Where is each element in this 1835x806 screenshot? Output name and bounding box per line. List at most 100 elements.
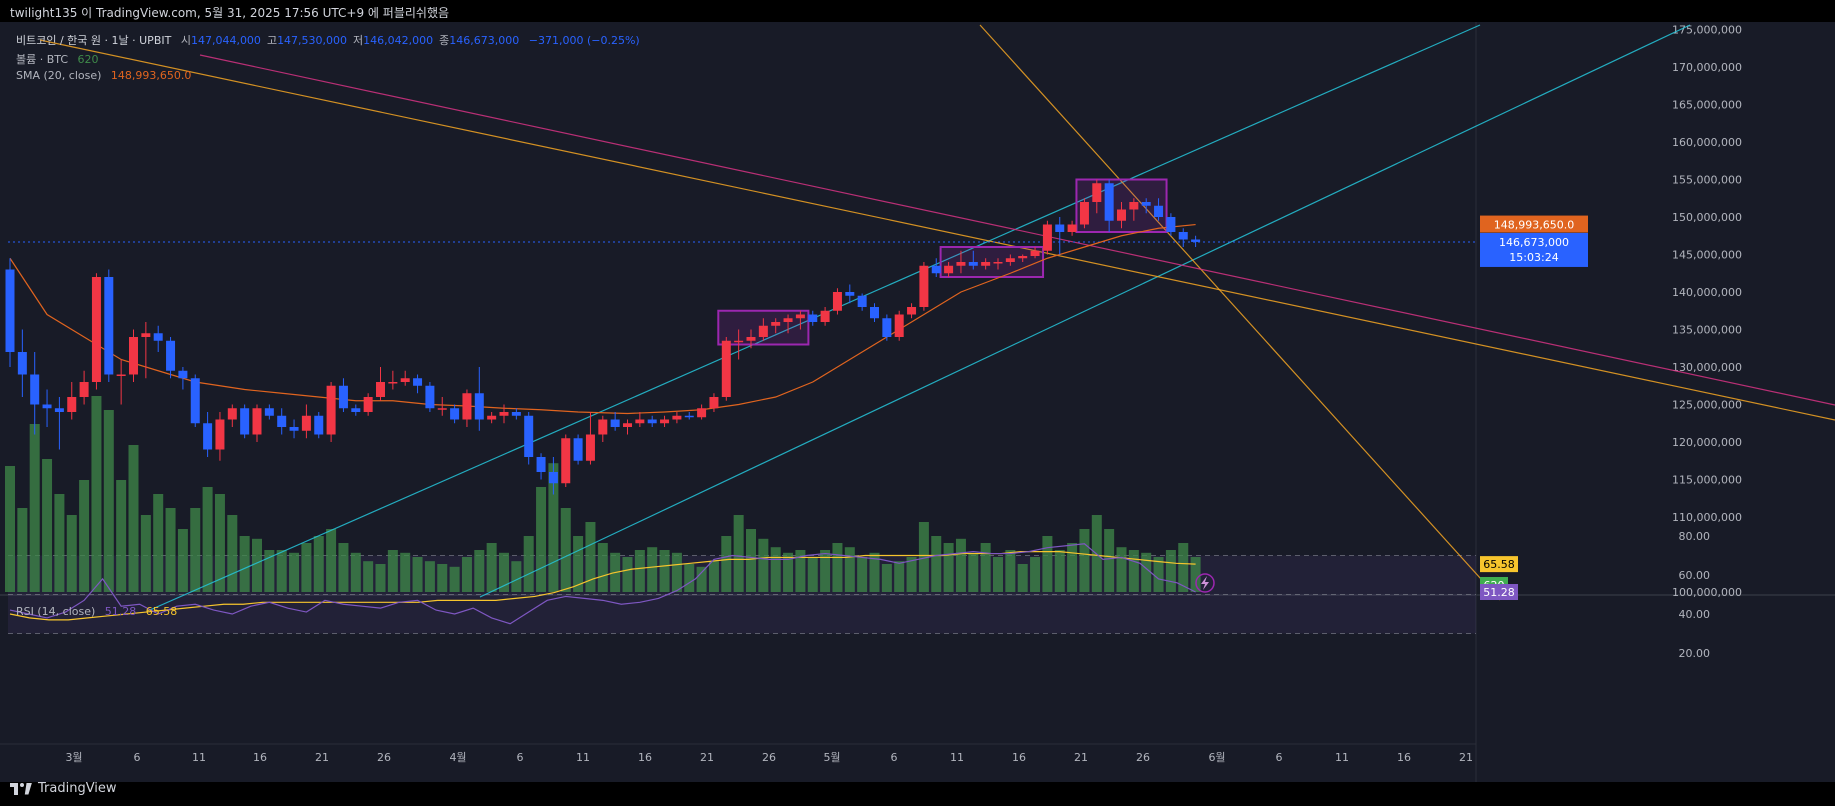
symbol-label[interactable]: 비트코인 / 한국 원 · 1날 · UPBIT xyxy=(16,34,172,47)
flash-icon[interactable] xyxy=(1195,573,1215,593)
candle[interactable] xyxy=(166,340,176,371)
candle[interactable] xyxy=(993,262,1003,264)
candle[interactable] xyxy=(857,295,867,307)
candle[interactable] xyxy=(301,415,311,431)
candle[interactable] xyxy=(585,434,595,461)
candle[interactable] xyxy=(1042,224,1052,251)
candle[interactable] xyxy=(190,378,200,424)
candle[interactable] xyxy=(153,333,163,341)
candle[interactable] xyxy=(919,265,929,307)
candle[interactable] xyxy=(1005,258,1015,262)
magenta-trendline[interactable] xyxy=(199,54,1835,406)
candle[interactable] xyxy=(956,262,966,266)
candle[interactable] xyxy=(42,404,52,409)
candle[interactable] xyxy=(968,262,978,266)
candle[interactable] xyxy=(437,408,447,410)
cyan-trendline-lower[interactable] xyxy=(479,24,1691,598)
candle[interactable] xyxy=(462,393,472,420)
candle[interactable] xyxy=(425,385,435,409)
candle[interactable] xyxy=(104,277,114,375)
candle[interactable] xyxy=(660,419,670,424)
candle[interactable] xyxy=(635,419,645,424)
candle[interactable] xyxy=(1178,232,1188,240)
candle[interactable] xyxy=(536,457,546,472)
candle[interactable] xyxy=(376,382,385,397)
volume-legend[interactable]: 볼륨 · BTC 620 xyxy=(16,51,99,67)
candle[interactable] xyxy=(215,419,225,450)
candle[interactable] xyxy=(252,408,262,435)
candle[interactable] xyxy=(1166,217,1176,232)
candle[interactable] xyxy=(67,397,77,412)
candle[interactable] xyxy=(684,415,694,418)
candle[interactable] xyxy=(388,382,398,384)
candle[interactable] xyxy=(474,393,484,420)
rsi-legend[interactable]: RSI (14, close) 51.28 65.58 xyxy=(16,605,177,618)
candle[interactable] xyxy=(17,352,27,375)
candle[interactable] xyxy=(5,269,15,353)
candle[interactable] xyxy=(203,423,213,450)
candle[interactable] xyxy=(981,262,991,266)
candle[interactable] xyxy=(820,310,830,322)
sma-line[interactable] xyxy=(9,223,1196,415)
candle[interactable] xyxy=(314,415,324,435)
candle[interactable] xyxy=(746,337,756,341)
candle[interactable] xyxy=(499,412,509,416)
candle[interactable] xyxy=(610,419,620,428)
candle[interactable] xyxy=(623,423,632,427)
candle[interactable] xyxy=(351,408,361,412)
candle[interactable] xyxy=(1104,183,1114,221)
candle[interactable] xyxy=(511,412,521,416)
candle[interactable] xyxy=(91,277,101,382)
candle[interactable] xyxy=(450,408,460,420)
candle[interactable] xyxy=(264,408,274,416)
candle[interactable] xyxy=(672,415,682,420)
candle[interactable] xyxy=(277,415,287,427)
candle[interactable] xyxy=(832,292,842,311)
candle[interactable] xyxy=(548,472,558,484)
candle[interactable] xyxy=(1030,250,1040,256)
candle[interactable] xyxy=(1154,205,1164,217)
candle[interactable] xyxy=(129,337,138,375)
orange-trendline-long[interactable] xyxy=(39,39,1835,421)
tradingview-footer[interactable]: TradingView xyxy=(10,781,117,796)
candle[interactable] xyxy=(1079,202,1089,225)
candle[interactable] xyxy=(598,419,608,435)
candle[interactable] xyxy=(227,408,237,420)
candle[interactable] xyxy=(721,340,731,397)
consolidation-zone[interactable] xyxy=(939,246,1045,278)
candle[interactable] xyxy=(561,438,571,484)
candle[interactable] xyxy=(697,408,707,418)
candle[interactable] xyxy=(870,307,879,319)
candle[interactable] xyxy=(1117,209,1126,221)
sma-legend[interactable]: SMA (20, close) 148,993,650.0 xyxy=(16,69,191,82)
candle[interactable] xyxy=(845,292,855,296)
candle[interactable] xyxy=(808,314,818,323)
candle[interactable] xyxy=(178,370,188,379)
candle[interactable] xyxy=(487,415,497,420)
candle[interactable] xyxy=(338,385,348,409)
candle[interactable] xyxy=(363,397,373,412)
candle[interactable] xyxy=(116,374,126,377)
candle[interactable] xyxy=(289,427,299,431)
candle[interactable] xyxy=(709,397,719,409)
candle[interactable] xyxy=(1141,202,1151,206)
candle[interactable] xyxy=(771,322,781,326)
rsi-line[interactable] xyxy=(9,543,1196,625)
candle[interactable] xyxy=(141,333,151,337)
candle[interactable] xyxy=(1191,239,1201,242)
candle[interactable] xyxy=(1067,224,1077,233)
candle[interactable] xyxy=(1018,256,1028,259)
candle[interactable] xyxy=(573,438,583,461)
candle[interactable] xyxy=(931,265,941,274)
candle[interactable] xyxy=(882,318,892,337)
candle[interactable] xyxy=(894,314,904,338)
candle[interactable] xyxy=(54,408,64,412)
candle[interactable] xyxy=(79,382,89,397)
candle[interactable] xyxy=(326,385,336,435)
candle[interactable] xyxy=(1092,183,1102,202)
orange-trendline-steep[interactable] xyxy=(979,24,1501,601)
candle[interactable] xyxy=(30,374,40,405)
candle[interactable] xyxy=(907,307,917,315)
candle[interactable] xyxy=(734,340,744,343)
